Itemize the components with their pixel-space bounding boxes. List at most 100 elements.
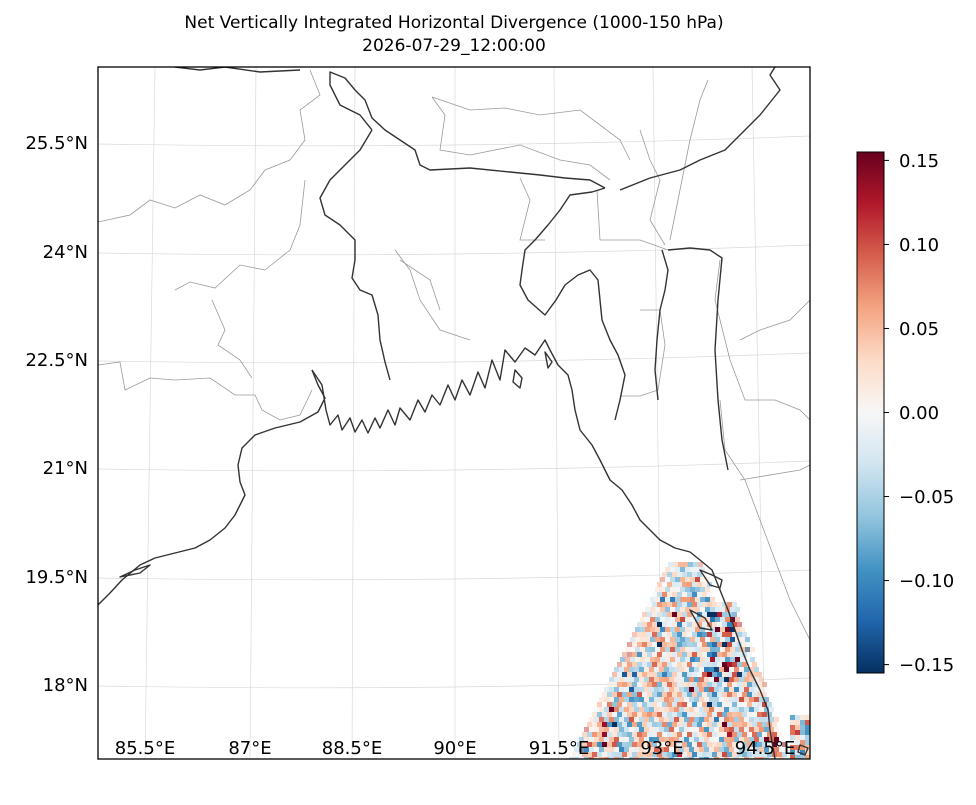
field-pixel bbox=[637, 722, 642, 727]
field-pixel bbox=[637, 642, 642, 647]
field-pixel bbox=[730, 627, 735, 632]
field-pixel bbox=[614, 727, 619, 732]
field-pixel bbox=[649, 677, 654, 682]
field-pixel bbox=[685, 577, 690, 582]
field-pixel bbox=[672, 582, 677, 587]
field-pixel bbox=[709, 747, 714, 752]
field-pixel bbox=[722, 742, 727, 747]
field-pixel bbox=[687, 602, 692, 607]
field-pixel bbox=[762, 702, 767, 707]
field-pixel bbox=[700, 657, 705, 662]
field-pixel bbox=[767, 712, 772, 717]
field-pixel bbox=[683, 562, 688, 567]
field-pixel bbox=[622, 752, 627, 757]
field-pixel bbox=[730, 607, 735, 612]
field-pixel bbox=[732, 602, 737, 607]
field-pixel bbox=[737, 612, 742, 617]
field-pixel bbox=[719, 707, 724, 712]
field-pixel bbox=[722, 622, 727, 627]
field-pixel bbox=[759, 747, 764, 752]
field-pixel bbox=[685, 607, 690, 612]
field-pixel bbox=[744, 677, 749, 682]
field-pixel bbox=[729, 677, 734, 682]
field-pixel bbox=[699, 747, 704, 752]
field-pixel bbox=[667, 642, 672, 647]
field-pixel bbox=[627, 702, 632, 707]
field-pixel bbox=[647, 652, 652, 657]
field-pixel bbox=[697, 572, 702, 577]
field-pixel bbox=[659, 667, 664, 672]
field-pixel bbox=[667, 692, 672, 697]
field-pixel bbox=[702, 572, 707, 577]
field-pixel bbox=[677, 692, 682, 697]
field-pixel bbox=[722, 632, 727, 637]
field-pixel bbox=[690, 647, 695, 652]
field-pixel bbox=[667, 732, 672, 737]
field-pixel bbox=[617, 722, 622, 727]
lon-label: 93°E bbox=[640, 738, 684, 759]
field-pixel bbox=[655, 587, 660, 592]
field-pixel bbox=[677, 642, 682, 647]
field-pixel bbox=[592, 722, 597, 727]
field-pixel bbox=[604, 757, 609, 759]
field-pixel bbox=[702, 742, 707, 747]
field-pixel bbox=[682, 642, 687, 647]
field-pixel bbox=[599, 727, 604, 732]
field-pixel bbox=[614, 747, 619, 752]
field-pixel bbox=[634, 717, 639, 722]
field-pixel bbox=[677, 682, 682, 687]
field-pixel bbox=[655, 597, 660, 602]
field-pixel bbox=[574, 757, 579, 759]
field-pixel bbox=[635, 657, 640, 662]
field-pixel bbox=[644, 667, 649, 672]
field-pixel bbox=[637, 692, 642, 697]
field-pixel bbox=[677, 622, 682, 627]
field-pixel bbox=[675, 587, 680, 592]
field-pixel bbox=[677, 672, 682, 677]
field-pixel bbox=[645, 627, 650, 632]
field-pixel bbox=[682, 582, 687, 587]
field-pixel bbox=[717, 742, 722, 747]
field-pixel bbox=[697, 632, 702, 637]
field-pixel bbox=[672, 742, 677, 747]
field-pixel bbox=[660, 587, 665, 592]
field-pixel bbox=[752, 712, 757, 717]
field-pixel bbox=[707, 662, 712, 667]
field-pixel bbox=[690, 577, 695, 582]
field-pixel bbox=[762, 752, 767, 757]
field-pixel bbox=[634, 757, 639, 759]
field-pixel bbox=[782, 742, 787, 747]
field-pixel bbox=[597, 702, 602, 707]
field-pixel bbox=[604, 727, 609, 732]
field-pixel bbox=[644, 717, 649, 722]
field-pixel bbox=[582, 742, 587, 747]
field-pixel bbox=[634, 727, 639, 732]
field-pixel bbox=[695, 597, 700, 602]
field-pixel bbox=[700, 617, 705, 622]
field-pixel bbox=[682, 752, 687, 757]
field-pixel bbox=[662, 722, 667, 727]
field-pixel bbox=[759, 727, 764, 732]
field-pixel bbox=[579, 757, 584, 759]
field-pixel bbox=[627, 722, 632, 727]
field-pixel bbox=[587, 722, 592, 727]
field-pixel bbox=[619, 747, 624, 752]
field-pixel bbox=[689, 747, 694, 752]
field-pixel bbox=[639, 687, 644, 692]
field-pixel bbox=[687, 682, 692, 687]
field-pixel bbox=[654, 757, 659, 759]
field-pixel bbox=[694, 667, 699, 672]
field-pixel bbox=[688, 562, 693, 567]
field-pixel bbox=[800, 725, 805, 730]
field-pixel bbox=[704, 757, 709, 759]
field-pixel bbox=[597, 722, 602, 727]
colorbar bbox=[856, 151, 889, 674]
field-pixel bbox=[614, 757, 619, 759]
field-pixel bbox=[647, 742, 652, 747]
field-pixel bbox=[639, 737, 644, 742]
field-pixel bbox=[657, 742, 662, 747]
bangladesh-east-border bbox=[519, 187, 626, 421]
field-pixel bbox=[640, 617, 645, 622]
field-pixel bbox=[645, 657, 650, 662]
field-pixel bbox=[620, 657, 625, 662]
